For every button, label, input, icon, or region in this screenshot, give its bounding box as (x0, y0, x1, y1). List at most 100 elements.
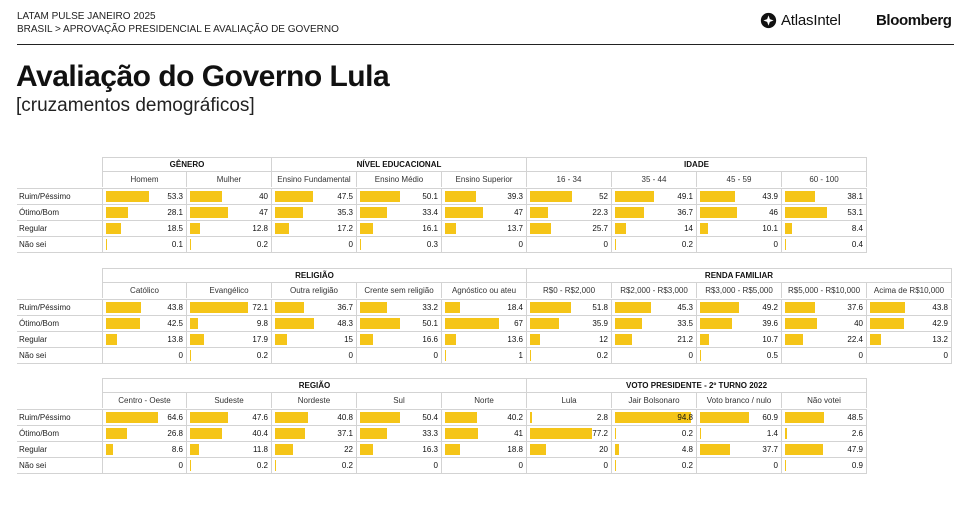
group-header-row: REGIÃO VOTO PRESIDENTE - 2º TURNO 2022 (17, 378, 867, 393)
value-label: 1 (518, 351, 523, 360)
row-separator (17, 441, 867, 442)
data-cell: 18.4 (442, 300, 527, 315)
column-header-cell: Crente sem religião (357, 283, 442, 298)
value-label: 40.8 (337, 413, 353, 422)
data-cell: 17.2 (272, 221, 357, 236)
data-cell: 40.4 (187, 426, 272, 441)
data-cell: 38.1 (782, 189, 867, 204)
value-label: 40 (854, 319, 863, 328)
row-label: Não sei (19, 351, 47, 360)
value-label: 14 (684, 224, 693, 233)
table-row: Regular 18.5 12.8 17.2 16.1 13.7 25.7 14 10.1 8.4 (17, 221, 867, 236)
row-separator (17, 252, 867, 253)
table-row: Ruim/Péssimo 43.8 72.1 36.7 33.2 18.4 51.8 45.3… (17, 300, 952, 315)
value-label: 0.2 (681, 240, 693, 249)
value-bar (700, 412, 749, 423)
data-cell: 13.6 (442, 332, 527, 347)
value-label: 64.6 (167, 413, 183, 422)
group-header-row: GÊNERO NÍVEL EDUCACIONAL IDADE (17, 157, 867, 172)
data-cell: 33.5 (612, 316, 697, 331)
report-breadcrumb: BRASIL > APROVAÇÃO PRESIDENCIAL E AVALIA… (17, 24, 339, 35)
value-bar (360, 239, 361, 250)
data-cell: 0 (527, 458, 612, 473)
data-cell: 72.1 (187, 300, 272, 315)
value-bar (700, 444, 731, 455)
row-separator (17, 347, 952, 348)
value-bar (700, 191, 736, 202)
header-separator (17, 188, 867, 189)
value-bar (785, 412, 824, 423)
value-bar (445, 318, 499, 329)
data-cell: 42.9 (867, 316, 952, 331)
value-label: 72.1 (252, 303, 268, 312)
value-label: 0.2 (256, 461, 268, 470)
data-cell: 18.8 (442, 442, 527, 457)
value-bar (700, 207, 737, 218)
value-label: 35.3 (337, 208, 353, 217)
value-label: 13.7 (507, 224, 523, 233)
column-header-cell: 35 - 44 (612, 172, 697, 187)
value-bar (785, 460, 786, 471)
value-label: 42.9 (932, 319, 948, 328)
value-label: 8.4 (851, 224, 863, 233)
data-cell: 0 (272, 348, 357, 363)
data-cell: 36.7 (612, 205, 697, 220)
value-label: 10.7 (762, 335, 778, 344)
value-label: 40.2 (507, 413, 523, 422)
column-header-cell: Agnóstico ou ateu (442, 283, 527, 298)
data-cell: 1.4 (697, 426, 782, 441)
table-row: Ruim/Péssimo 53.3 40 47.5 50.1 39.3 52 49.1 43.9… (17, 189, 867, 204)
value-label: 0 (348, 351, 353, 360)
value-bar (785, 444, 824, 455)
data-cell: 28.1 (102, 205, 187, 220)
value-bar (530, 207, 548, 218)
value-bar (190, 318, 198, 329)
data-cell: 12.8 (187, 221, 272, 236)
value-bar (615, 318, 642, 329)
data-cell: 0.2 (272, 458, 357, 473)
value-bar (445, 302, 460, 313)
value-bar (360, 302, 387, 313)
value-bar (360, 334, 374, 345)
value-label: 0.2 (681, 461, 693, 470)
value-label: 26.8 (167, 429, 183, 438)
data-cell: 0.1 (102, 237, 187, 252)
data-cell: 13.7 (442, 221, 527, 236)
value-label: 0.2 (596, 351, 608, 360)
value-label: 0.4 (851, 240, 863, 249)
value-bar (445, 412, 478, 423)
value-label: 53.3 (167, 192, 183, 201)
value-label: 51.8 (592, 303, 608, 312)
table-row: Ótimo/Bom 42.5 9.8 48.3 50.1 67 35.9 33.5 39.6 40… (17, 316, 952, 331)
value-bar (106, 191, 149, 202)
data-cell: 16.3 (357, 442, 442, 457)
data-cell: 49.2 (697, 300, 782, 315)
value-bar (615, 444, 619, 455)
value-label: 94.8 (677, 413, 693, 422)
value-bar (785, 191, 816, 202)
value-label: 0 (348, 240, 353, 249)
value-label: 37.7 (762, 445, 778, 454)
data-cell: 0.2 (187, 348, 272, 363)
value-bar (530, 334, 540, 345)
report-header: LATAM PULSE JANEIRO 2025 BRASIL > APROVA… (17, 10, 339, 36)
value-bar (360, 223, 373, 234)
data-cell: 49.1 (612, 189, 697, 204)
value-label: 25.7 (592, 224, 608, 233)
page-subtitle: [cruzamentos demográficos] (16, 95, 255, 116)
data-cell: 25.7 (527, 221, 612, 236)
value-label: 47.9 (847, 445, 863, 454)
value-label: 0 (433, 461, 438, 470)
value-bar (870, 334, 881, 345)
data-cell: 47 (187, 205, 272, 220)
row-separator (17, 331, 952, 332)
data-cell: 17.9 (187, 332, 272, 347)
data-cell: 36.7 (272, 300, 357, 315)
value-label: 0 (688, 351, 693, 360)
value-label: 22.3 (592, 208, 608, 217)
value-label: 0 (518, 240, 523, 249)
data-cell: 0 (357, 348, 442, 363)
value-label: 17.2 (337, 224, 353, 233)
value-label: 10.1 (762, 224, 778, 233)
value-bar (275, 191, 313, 202)
